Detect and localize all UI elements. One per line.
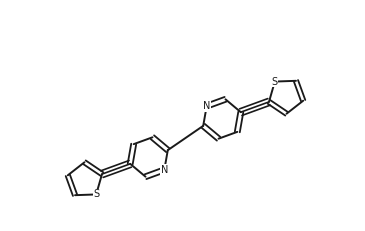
Text: N: N <box>161 165 168 175</box>
Text: N: N <box>203 101 210 111</box>
Text: S: S <box>93 189 99 199</box>
Text: S: S <box>272 76 278 87</box>
